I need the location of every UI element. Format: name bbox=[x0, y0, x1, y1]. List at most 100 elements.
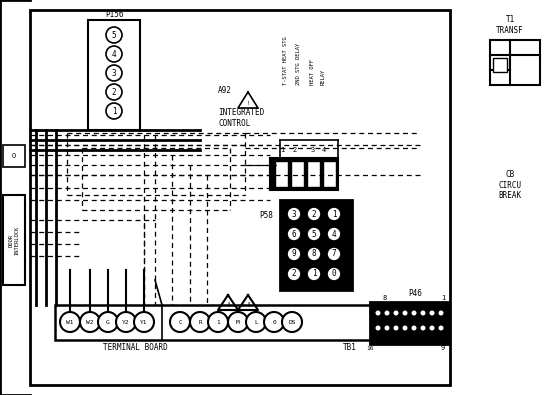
Circle shape bbox=[306, 206, 322, 222]
Circle shape bbox=[326, 226, 342, 242]
Text: !: ! bbox=[247, 100, 250, 105]
Circle shape bbox=[410, 324, 418, 332]
Circle shape bbox=[374, 309, 382, 317]
Circle shape bbox=[264, 312, 284, 332]
Circle shape bbox=[420, 325, 426, 331]
Circle shape bbox=[307, 267, 321, 281]
Circle shape bbox=[307, 227, 321, 241]
Text: DOOR
INTERLOCK: DOOR INTERLOCK bbox=[9, 226, 19, 255]
Bar bbox=[30, 10, 450, 385]
Circle shape bbox=[420, 310, 426, 316]
Text: 2ND STG DELAY: 2ND STG DELAY bbox=[295, 43, 300, 85]
Bar bbox=[3, 195, 25, 285]
Circle shape bbox=[106, 84, 122, 100]
Text: R: R bbox=[198, 320, 202, 325]
Bar bbox=[490, 40, 540, 85]
Circle shape bbox=[286, 226, 302, 242]
Circle shape bbox=[287, 227, 301, 241]
Text: !: ! bbox=[226, 302, 230, 308]
Circle shape bbox=[306, 246, 322, 262]
Text: TERMINAL BOARD: TERMINAL BOARD bbox=[102, 344, 167, 352]
Text: 3: 3 bbox=[292, 209, 296, 218]
Circle shape bbox=[287, 207, 301, 221]
Circle shape bbox=[411, 325, 417, 331]
Text: T-STAT HEAT STG: T-STAT HEAT STG bbox=[283, 36, 288, 85]
Bar bbox=[370, 302, 448, 344]
Circle shape bbox=[246, 312, 266, 332]
Text: 1: 1 bbox=[312, 269, 316, 278]
Text: 2: 2 bbox=[312, 209, 316, 218]
Circle shape bbox=[375, 310, 381, 316]
Circle shape bbox=[428, 324, 436, 332]
Circle shape bbox=[375, 325, 381, 331]
Circle shape bbox=[190, 312, 210, 332]
Circle shape bbox=[228, 312, 248, 332]
Text: 1: 1 bbox=[112, 107, 116, 115]
Bar bbox=[3, 145, 25, 167]
Circle shape bbox=[428, 309, 436, 317]
Text: P46: P46 bbox=[408, 288, 422, 297]
Circle shape bbox=[374, 324, 382, 332]
Text: Y2: Y2 bbox=[122, 320, 130, 325]
Bar bbox=[291, 161, 304, 187]
Circle shape bbox=[326, 266, 342, 282]
Text: CONTROL: CONTROL bbox=[218, 118, 250, 128]
Text: CB
CIRCU
BREAK: CB CIRCU BREAK bbox=[499, 170, 521, 200]
Circle shape bbox=[383, 309, 391, 317]
Circle shape bbox=[98, 312, 118, 332]
Circle shape bbox=[306, 226, 322, 242]
Circle shape bbox=[438, 325, 444, 331]
Circle shape bbox=[327, 247, 341, 261]
Circle shape bbox=[326, 206, 342, 222]
Text: M: M bbox=[236, 320, 240, 325]
Circle shape bbox=[306, 266, 322, 282]
Circle shape bbox=[401, 309, 409, 317]
Bar bbox=[88, 20, 140, 130]
Circle shape bbox=[282, 312, 302, 332]
Text: !: ! bbox=[246, 302, 250, 308]
Circle shape bbox=[393, 310, 399, 316]
Text: 16: 16 bbox=[366, 346, 374, 350]
Circle shape bbox=[402, 310, 408, 316]
Bar bbox=[55, 305, 425, 340]
Text: 5: 5 bbox=[112, 30, 116, 40]
Text: 8: 8 bbox=[312, 250, 316, 258]
Text: 2: 2 bbox=[292, 269, 296, 278]
Circle shape bbox=[134, 312, 154, 332]
Circle shape bbox=[208, 312, 228, 332]
Circle shape bbox=[307, 247, 321, 261]
Text: C: C bbox=[178, 320, 182, 325]
Circle shape bbox=[286, 206, 302, 222]
Text: 1: 1 bbox=[332, 209, 336, 218]
Circle shape bbox=[392, 324, 400, 332]
Text: T1
TRANSF: T1 TRANSF bbox=[496, 15, 524, 35]
Bar bbox=[323, 161, 336, 187]
Text: 7: 7 bbox=[332, 250, 336, 258]
Bar bbox=[270, 158, 338, 190]
Circle shape bbox=[60, 312, 80, 332]
Text: 1: 1 bbox=[441, 295, 445, 301]
Circle shape bbox=[287, 247, 301, 261]
Circle shape bbox=[384, 325, 390, 331]
Circle shape bbox=[429, 310, 435, 316]
Circle shape bbox=[419, 324, 427, 332]
Circle shape bbox=[80, 312, 100, 332]
Text: 2: 2 bbox=[112, 88, 116, 96]
Circle shape bbox=[401, 324, 409, 332]
Text: P156: P156 bbox=[105, 9, 123, 19]
Text: P58: P58 bbox=[259, 211, 273, 220]
Text: 5: 5 bbox=[312, 229, 316, 239]
Text: G: G bbox=[106, 320, 110, 325]
Circle shape bbox=[307, 207, 321, 221]
Circle shape bbox=[438, 310, 444, 316]
Bar bbox=[307, 161, 320, 187]
Circle shape bbox=[116, 312, 136, 332]
Circle shape bbox=[384, 310, 390, 316]
Circle shape bbox=[286, 246, 302, 262]
Circle shape bbox=[106, 46, 122, 62]
Circle shape bbox=[106, 27, 122, 43]
Text: 0: 0 bbox=[272, 320, 276, 325]
Circle shape bbox=[106, 103, 122, 119]
Text: 4: 4 bbox=[332, 229, 336, 239]
Text: A92: A92 bbox=[218, 85, 232, 94]
